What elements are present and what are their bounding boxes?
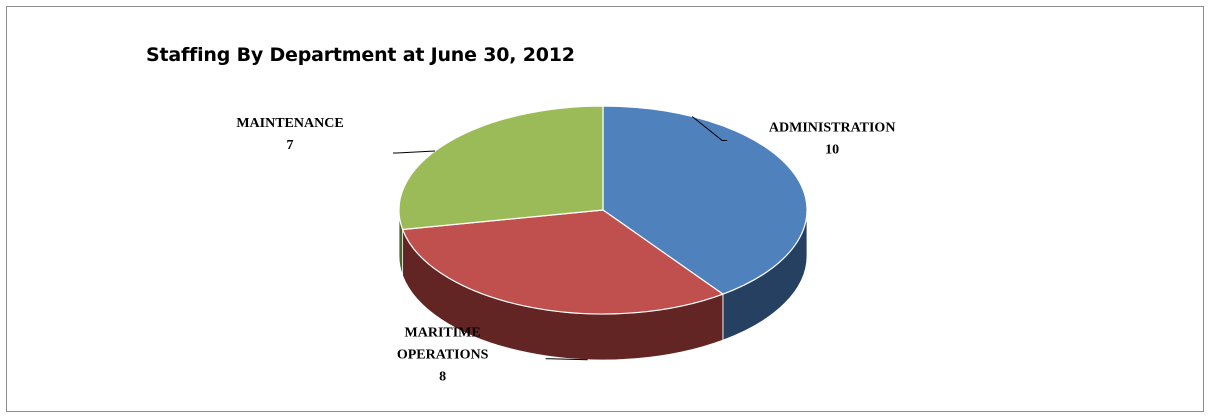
pie-slice-administration bbox=[602, 105, 808, 295]
data-labels: ADMINISTRATION 10 MARITIME OPERATIONS 8 MAINT… bbox=[236, 116, 895, 385]
data-label-maritime-operations: MARITIME OPERATIONS 8 bbox=[397, 326, 489, 385]
pie-slices bbox=[398, 105, 808, 315]
leader-line-maintenance bbox=[392, 150, 436, 154]
data-label-maintenance: MAINTENANCE 7 bbox=[236, 116, 343, 153]
leader-line-maritime-operations bbox=[545, 358, 588, 361]
chart-title: Staffing By Department at June 30, 2012 bbox=[146, 44, 575, 66]
leader-line-administration bbox=[691, 116, 728, 141]
pie-slice-maintenance bbox=[398, 105, 604, 231]
data-label-administration: ADMINISTRATION 10 bbox=[769, 120, 896, 157]
pie-slice-maritime-operations bbox=[402, 209, 724, 315]
